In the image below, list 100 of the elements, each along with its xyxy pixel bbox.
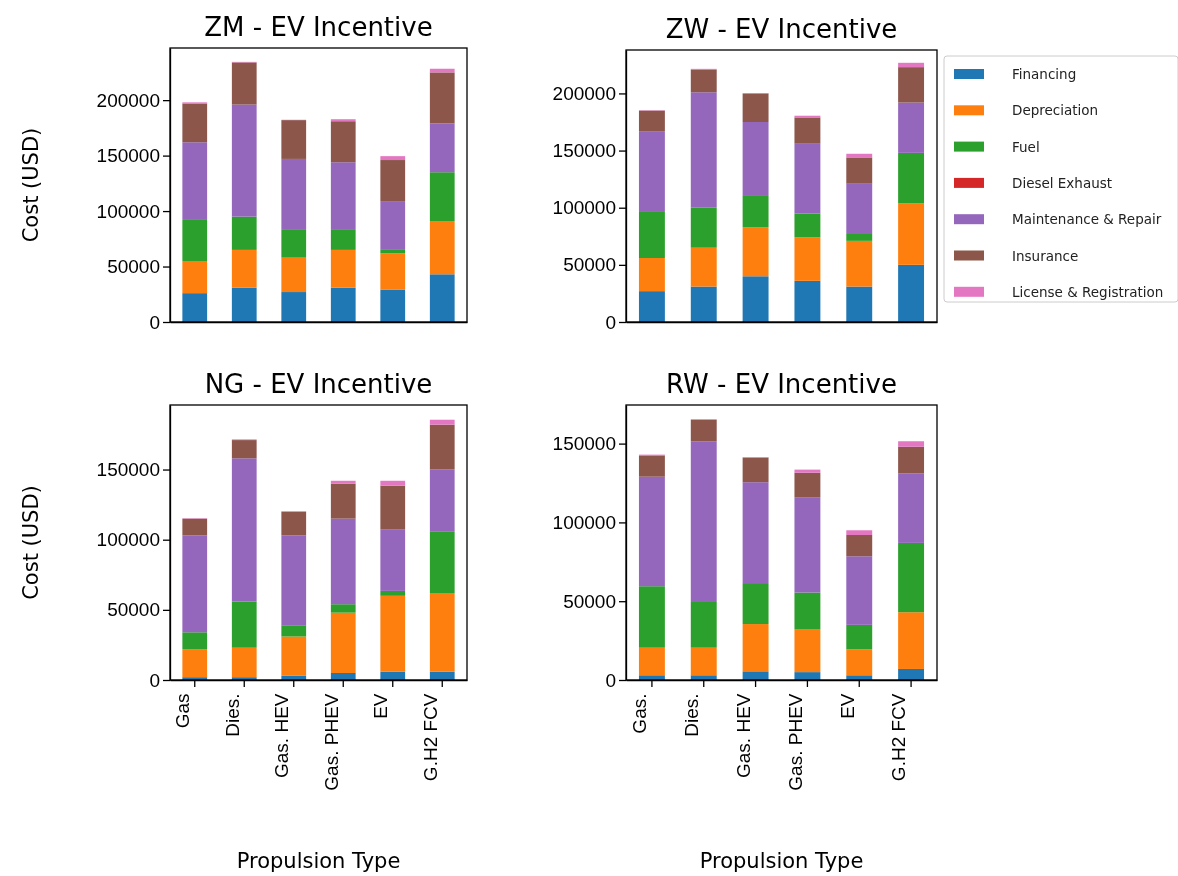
bar	[742, 583, 769, 625]
bar	[898, 67, 925, 103]
x-tick-label: Gas. PHEV	[320, 693, 342, 791]
bar	[281, 292, 307, 322]
x-axis-title: Propulsion Type	[236, 849, 401, 873]
bar	[429, 469, 455, 532]
bar	[281, 120, 307, 159]
bar	[638, 131, 665, 212]
bar	[380, 289, 406, 322]
bar	[898, 264, 925, 322]
bar	[330, 483, 356, 519]
y-tick-label: 150000	[552, 433, 616, 455]
bar	[742, 671, 769, 680]
bar	[182, 293, 208, 322]
legend-label: Depreciation	[1012, 102, 1099, 119]
bar	[690, 207, 717, 248]
bar	[429, 531, 455, 594]
bar	[330, 612, 356, 673]
y-tick-label: 100000	[96, 200, 160, 222]
bar	[429, 221, 455, 275]
bar	[281, 636, 307, 676]
y-tick-label: 100000	[552, 511, 616, 533]
bar	[330, 518, 356, 605]
legend-label: License & Registration	[1012, 283, 1164, 300]
bar	[742, 195, 769, 228]
bar	[330, 604, 356, 613]
bar	[182, 518, 208, 536]
bar	[898, 152, 925, 204]
chart-title: NG - EV Incentive	[204, 369, 433, 399]
bar	[638, 291, 665, 322]
bar	[182, 219, 208, 261]
y-tick-label: 50000	[563, 254, 616, 276]
bar	[281, 535, 307, 626]
bar	[638, 586, 665, 648]
bar	[794, 117, 821, 144]
bar	[380, 529, 406, 591]
bar	[330, 249, 356, 288]
bar	[690, 441, 717, 602]
bar	[429, 172, 455, 222]
bar	[231, 287, 257, 322]
bar	[846, 649, 873, 676]
bar	[380, 480, 406, 486]
x-tick-label: G.H2 FCV	[419, 693, 441, 782]
bar	[794, 472, 821, 498]
bar	[330, 287, 356, 322]
x-axis-title: Propulsion Type	[699, 849, 864, 873]
bar	[846, 157, 873, 184]
y-tick-label: 150000	[552, 140, 616, 162]
x-tick-label: EV	[836, 693, 858, 719]
bar	[281, 625, 307, 637]
bar	[231, 216, 257, 250]
bar	[638, 110, 665, 132]
chart-title: ZM - EV Incentive	[204, 12, 433, 42]
bar	[429, 419, 455, 425]
bar	[794, 629, 821, 673]
bar	[330, 229, 356, 250]
bar	[380, 156, 406, 161]
bar	[898, 542, 925, 613]
bar	[846, 234, 873, 241]
bar	[794, 213, 821, 238]
bar	[380, 201, 406, 250]
bar	[231, 104, 257, 217]
bar	[182, 632, 208, 650]
bar	[846, 556, 873, 625]
y-tick-label: 50000	[107, 599, 160, 621]
bar	[638, 211, 665, 258]
bar	[231, 249, 257, 288]
bar	[690, 601, 717, 648]
y-axis-title: Cost (USD)	[19, 485, 43, 600]
bar	[429, 593, 455, 672]
bar	[231, 62, 257, 105]
bar	[742, 122, 769, 196]
bar	[429, 274, 455, 322]
bar	[846, 183, 873, 234]
bar	[638, 258, 665, 292]
bar	[898, 102, 925, 153]
bar	[846, 240, 873, 287]
bar	[846, 535, 873, 557]
bar	[846, 530, 873, 536]
y-tick-label: 0	[149, 311, 160, 333]
bar	[231, 647, 257, 678]
y-axis-title: Cost (USD)	[19, 127, 43, 243]
bar	[690, 92, 717, 208]
y-tick-label: 150000	[96, 145, 160, 167]
x-tick-label: Gas.	[629, 693, 651, 734]
y-tick-label: 0	[149, 669, 160, 691]
bar	[380, 485, 406, 530]
y-tick-label: 150000	[96, 459, 160, 481]
x-tick-label: EV	[370, 693, 392, 719]
bar	[898, 62, 925, 68]
bar	[742, 482, 769, 584]
bar	[690, 247, 717, 287]
bar	[429, 72, 455, 124]
y-tick-label: 100000	[552, 197, 616, 219]
bar	[281, 511, 307, 536]
chart-title: RW - EV Incentive	[666, 369, 897, 399]
bar	[330, 162, 356, 230]
bar	[794, 280, 821, 322]
bar	[794, 497, 821, 593]
bar	[380, 160, 406, 202]
